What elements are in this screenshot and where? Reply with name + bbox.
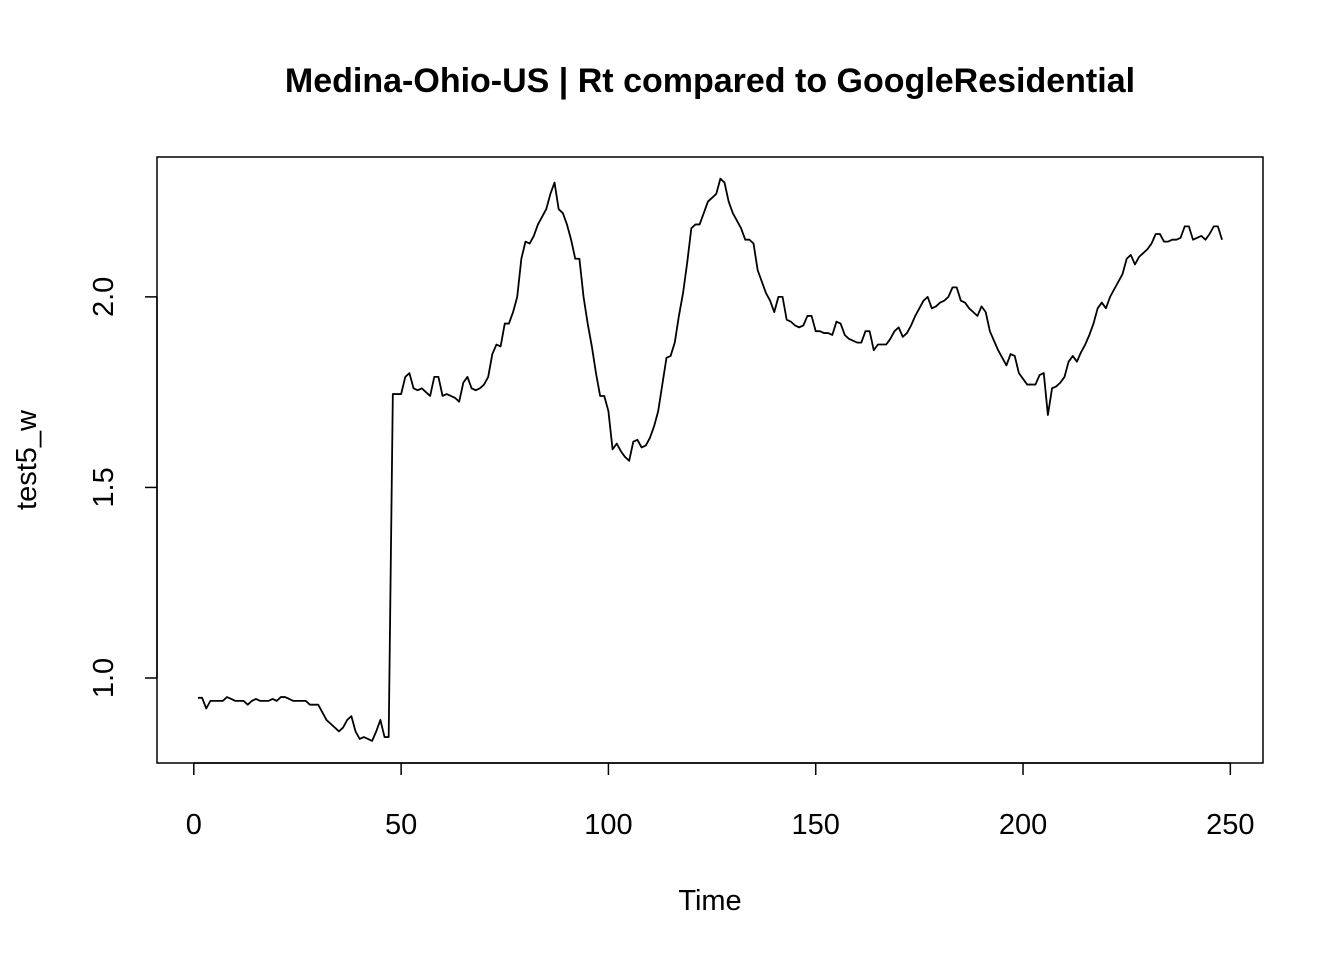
x-tick-label: 150: [792, 809, 840, 841]
x-tick-label: 250: [1206, 809, 1254, 841]
y-axis-label: test5_w: [11, 409, 43, 510]
chart-title: Medina-Ohio-US | Rt compared to GoogleRe…: [285, 62, 1135, 100]
y-tick-label: 1.0: [88, 658, 120, 698]
plot-frame: [156, 156, 1264, 764]
y-tick-label: 2.0: [88, 277, 120, 317]
data-line: [197, 177, 1223, 742]
x-tick-label: 200: [999, 809, 1047, 841]
x-tick-label: 100: [584, 809, 632, 841]
x-axis-label: Time: [678, 885, 741, 917]
x-tick-label: 50: [385, 809, 417, 841]
y-tick-label: 1.5: [88, 467, 120, 507]
x-tick-label: 0: [186, 809, 202, 841]
